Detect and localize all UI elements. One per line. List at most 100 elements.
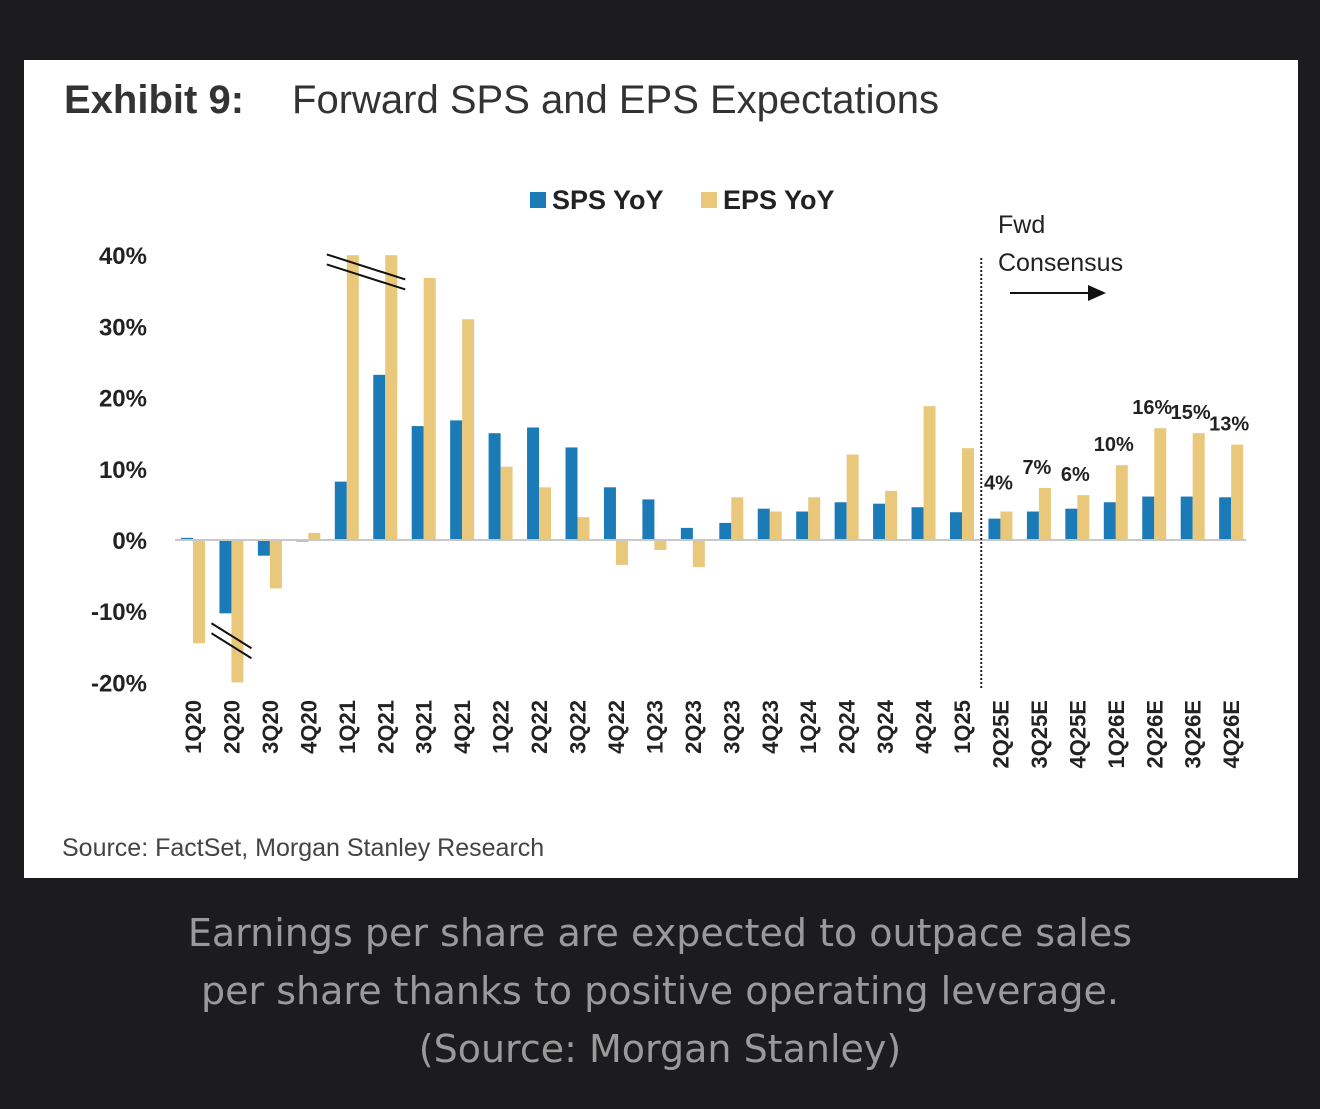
data-label: 6% [1061, 464, 1090, 486]
x-tick-label: 4Q25E [1065, 700, 1090, 769]
data-label: 16% [1132, 397, 1172, 419]
bar-sps-1Q20 [181, 537, 193, 540]
x-tick-label: 4Q26E [1219, 700, 1244, 769]
x-tick-label: 1Q21 [335, 700, 360, 754]
bar-sps-2Q25E [988, 518, 1001, 540]
legend-label-sps: SPS YoY [552, 185, 664, 215]
data-label: 10% [1094, 434, 1134, 456]
bar-sps-2Q23 [680, 527, 693, 540]
x-tick-label: 1Q22 [489, 700, 514, 754]
fwd-consensus-annotation: Fwd Consensus [998, 211, 1123, 301]
bar-eps-1Q20 [193, 540, 205, 644]
bar-sps-1Q22 [488, 433, 501, 540]
data-label: 13% [1209, 414, 1249, 436]
bar-sps-3Q23 [719, 522, 732, 540]
bar-eps-4Q21 [462, 319, 475, 540]
axis-break-mark [210, 632, 252, 660]
bar-sps-1Q25 [950, 512, 962, 540]
y-tick-label: 10% [99, 457, 147, 484]
bar-sps-2Q20 [219, 540, 232, 614]
bar-eps-4Q23 [769, 511, 782, 540]
x-tick-label: 2Q25E [988, 700, 1013, 769]
bar-sps-2Q26E [1142, 496, 1155, 540]
bar-eps-1Q25 [962, 448, 974, 540]
bar-sps-4Q24 [911, 507, 924, 540]
bar-eps-1Q26E [1115, 465, 1128, 540]
bar-eps-3Q21 [423, 277, 436, 540]
y-tick-label: -20% [91, 670, 147, 697]
x-tick-label: 4Q20 [296, 700, 321, 754]
bar-sps-3Q25E [1026, 511, 1039, 540]
data-label: 4% [984, 473, 1013, 495]
legend: SPS YoY EPS YoY [530, 185, 835, 215]
bar-eps-4Q26E [1231, 444, 1244, 540]
bar-eps-2Q23 [692, 540, 705, 568]
bar-eps-1Q24 [808, 497, 821, 540]
bar-sps-3Q26E [1180, 496, 1193, 540]
bar-eps-4Q20 [308, 532, 321, 540]
bar-sps-3Q24 [873, 503, 886, 540]
bar-eps-1Q22 [500, 466, 513, 540]
bar-sps-4Q22 [603, 487, 616, 540]
x-tick-label: 2Q26E [1142, 700, 1167, 769]
bar-eps-2Q25E [1000, 511, 1013, 540]
axis-break-mark [326, 253, 406, 281]
x-tick-label: 3Q25E [1027, 700, 1052, 769]
x-tick-label: 1Q24 [796, 699, 821, 754]
axis-break-mark [210, 622, 252, 650]
caption: Earnings per share are expected to outpa… [187, 911, 1133, 1071]
bar-sps-1Q26E [1103, 502, 1116, 540]
chart-panel: Exhibit 9: Forward SPS and EPS Expectatio… [24, 60, 1298, 878]
bar-sps-3Q21 [411, 426, 424, 540]
bar-eps-3Q23 [731, 497, 744, 540]
y-tick-label: 0% [112, 528, 147, 555]
bar-eps-1Q23 [654, 540, 667, 550]
x-tick-label: 4Q24 [912, 699, 937, 754]
title-text: Forward SPS and EPS Expectations [292, 78, 940, 122]
x-tick-label: 3Q26E [1181, 700, 1206, 769]
bar-sps-4Q26E [1219, 497, 1232, 540]
bar-eps-4Q25E [1077, 495, 1090, 540]
data-label: 15% [1171, 402, 1211, 424]
chart-title: Exhibit 9: Forward SPS and EPS Expectatio… [64, 78, 939, 123]
x-tick-label: 4Q23 [758, 700, 783, 754]
arrow-head-icon [1088, 285, 1106, 301]
bar-sps-1Q21 [334, 481, 347, 540]
x-tick-label: 1Q26E [1104, 700, 1129, 769]
x-tick-label: 4Q22 [604, 700, 629, 754]
x-tick-label: 2Q24 [835, 699, 860, 754]
y-tick-label: 40% [99, 243, 147, 270]
x-tick-label: 3Q24 [873, 699, 898, 754]
x-tick-label: 4Q21 [450, 700, 475, 754]
x-tick-label: 1Q20 [181, 700, 206, 754]
bar-sps-4Q23 [757, 508, 770, 540]
exhibit-label: Exhibit 9: [64, 78, 245, 122]
x-tick-label: 3Q22 [566, 700, 591, 754]
bar-eps-4Q24 [923, 406, 936, 540]
bar-sps-1Q24 [796, 511, 809, 540]
x-tick-label: 2Q20 [219, 700, 244, 754]
bar-sps-2Q24 [834, 502, 847, 540]
data-label: 7% [1022, 457, 1051, 479]
bar-eps-2Q24 [846, 454, 859, 540]
bar-eps-3Q25E [1038, 488, 1051, 540]
bar-eps-2Q20 [231, 540, 244, 683]
x-tick-label: 3Q23 [719, 700, 744, 754]
axis-break-mark [326, 263, 406, 291]
x-tick-label: 3Q20 [258, 700, 283, 754]
annotation-line-1: Fwd [998, 211, 1045, 239]
y-tick-label: -10% [91, 599, 147, 626]
bar-sps-4Q21 [450, 420, 463, 540]
bar-eps-1Q21 [346, 255, 359, 540]
x-tick-label: 3Q21 [412, 700, 437, 754]
bar-sps-2Q21 [373, 374, 386, 540]
bar-eps-3Q20 [269, 540, 282, 589]
y-tick-label: 30% [99, 314, 147, 341]
bar-eps-3Q24 [885, 490, 898, 540]
bar-eps-3Q26E [1192, 433, 1205, 540]
x-tick-label: 1Q25 [950, 700, 975, 754]
legend-label-eps: EPS YoY [723, 185, 835, 215]
legend-swatch-eps [701, 192, 717, 208]
bar-sps-1Q23 [642, 499, 655, 540]
